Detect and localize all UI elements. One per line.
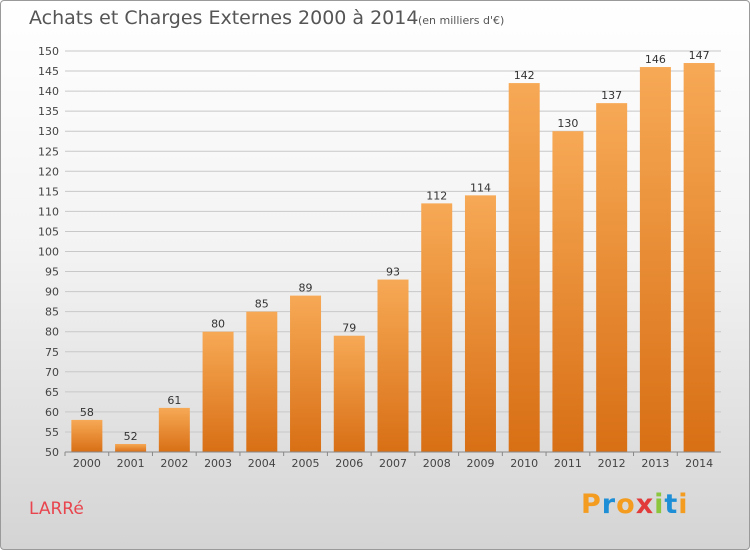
bar-2009 xyxy=(464,195,496,453)
x-tick-label: 2014 xyxy=(685,457,713,470)
bar-value-label: 137 xyxy=(601,89,622,102)
y-tick-label: 140 xyxy=(38,85,59,98)
bar-2000 xyxy=(71,419,103,452)
bar-value-label: 52 xyxy=(124,430,138,443)
bar-2002 xyxy=(158,407,190,452)
x-tick-label: 2005 xyxy=(292,457,320,470)
logo-letter: o xyxy=(616,489,636,520)
bar-value-label: 80 xyxy=(211,318,225,331)
chart-subtitle: (en milliers d'€) xyxy=(418,14,505,27)
bar-value-label: 79 xyxy=(342,322,356,335)
x-tick-label: 2003 xyxy=(204,457,232,470)
x-tick-label: 2001 xyxy=(117,457,145,470)
y-tick-label: 100 xyxy=(38,246,59,259)
bar-value-label: 146 xyxy=(645,53,666,66)
y-tick-label: 150 xyxy=(38,45,59,58)
x-tick-label: 2008 xyxy=(423,457,451,470)
bars: 58 52 61 80 85 89 79 93 112 114 142 130 137 146 147 xyxy=(71,49,715,453)
bar-value-label: 89 xyxy=(299,282,313,295)
y-tick-label: 145 xyxy=(38,65,59,78)
bar-2003 xyxy=(202,331,234,452)
y-tick-label: 55 xyxy=(45,426,59,439)
bar-value-label: 114 xyxy=(470,181,491,194)
x-tick-label: 2012 xyxy=(598,457,626,470)
x-axis-ticks: 2000 2001 2002 2003 2004 2005 2006 2007 2008 2009… xyxy=(64,452,713,470)
logo-letter: P xyxy=(581,489,602,520)
y-tick-label: 110 xyxy=(38,205,59,218)
x-tick-label: 2013 xyxy=(641,457,669,470)
y-tick-label: 95 xyxy=(45,266,59,279)
bar-2010 xyxy=(508,83,540,452)
bar-2011 xyxy=(552,131,584,452)
y-tick-label: 60 xyxy=(45,406,59,419)
logo-letter: r xyxy=(601,489,617,520)
y-tick-label: 115 xyxy=(38,185,59,198)
bar-value-label: 147 xyxy=(689,49,710,62)
y-tick-label: 80 xyxy=(45,326,59,339)
y-tick-label: 50 xyxy=(45,446,59,459)
bar-2013 xyxy=(639,67,671,452)
bar-2006 xyxy=(333,335,365,452)
bar-value-label: 112 xyxy=(426,189,447,202)
bar-2001 xyxy=(115,443,147,452)
y-tick-label: 75 xyxy=(45,346,59,359)
city-name: LARRé xyxy=(29,499,84,519)
logo-letter: i xyxy=(678,489,689,520)
bar-2005 xyxy=(290,295,322,452)
bar-2004 xyxy=(246,311,278,452)
bar-2012 xyxy=(596,103,628,452)
bar-value-label: 130 xyxy=(557,117,578,130)
logo-letter: i xyxy=(654,489,665,520)
y-tick-label: 130 xyxy=(38,125,59,138)
y-tick-label: 135 xyxy=(38,105,59,118)
bar-2008 xyxy=(421,203,453,452)
y-tick-label: 125 xyxy=(38,145,59,158)
logo-letter: x xyxy=(635,489,655,520)
y-tick-label: 70 xyxy=(45,366,59,379)
x-tick-label: 2002 xyxy=(160,457,188,470)
y-tick-label: 120 xyxy=(38,165,59,178)
logo-letter: t xyxy=(664,489,679,520)
bar-value-label: 85 xyxy=(255,298,269,311)
x-tick-label: 2009 xyxy=(466,457,494,470)
bar-value-label: 61 xyxy=(167,394,181,407)
chart-title: Achats et Charges Externes 2000 à 2014 xyxy=(29,7,419,29)
y-axis-ticks: 50 55 60 65 70 75 80 85 90 95 100 105 110 115 120 125 13… xyxy=(38,45,59,459)
y-tick-label: 85 xyxy=(45,306,59,319)
y-tick-label: 90 xyxy=(45,286,59,299)
x-tick-label: 2010 xyxy=(510,457,538,470)
x-tick-label: 2004 xyxy=(248,457,276,470)
proxiti-logo: Proxiti xyxy=(581,489,689,520)
x-tick-label: 2006 xyxy=(335,457,363,470)
bar-2007 xyxy=(377,279,409,452)
x-tick-label: 2011 xyxy=(554,457,582,470)
bar-value-label: 93 xyxy=(386,266,400,279)
x-tick-label: 2007 xyxy=(379,457,407,470)
bar-value-label: 58 xyxy=(80,406,94,419)
y-tick-label: 105 xyxy=(38,225,59,238)
y-tick-label: 65 xyxy=(45,386,59,399)
x-tick-label: 2000 xyxy=(73,457,101,470)
bar-value-label: 142 xyxy=(514,69,535,82)
bar-2014 xyxy=(683,63,715,452)
